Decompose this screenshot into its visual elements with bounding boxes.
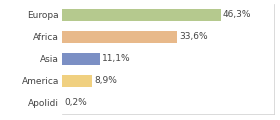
Text: 0,2%: 0,2% [64, 98, 87, 107]
Bar [62, 9, 221, 21]
Text: 11,1%: 11,1% [102, 54, 130, 63]
Bar [62, 75, 92, 87]
Text: 46,3%: 46,3% [223, 10, 251, 19]
Text: 33,6%: 33,6% [179, 32, 207, 41]
Bar [62, 53, 100, 65]
Text: 8,9%: 8,9% [94, 76, 117, 85]
Bar [62, 31, 177, 43]
